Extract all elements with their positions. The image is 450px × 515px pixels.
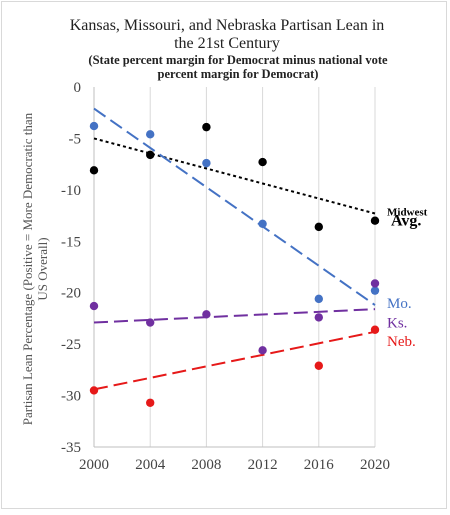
y-tick-label: 0: [74, 80, 82, 96]
y-tick-label: -15: [61, 234, 81, 250]
chart-svg: Kansas, Missouri, and Nebraska Partisan …: [20, 17, 428, 473]
trendline-midwest-avg: [93, 137, 376, 215]
y-axis-title-line-2: US Overall): [35, 237, 50, 300]
point-mo-2016: [314, 294, 323, 304]
y-tick-label: -5: [69, 131, 82, 147]
point-mo-2008: [202, 158, 211, 168]
point-ks-2012: [258, 346, 267, 355]
x-tick-label: 2016: [304, 457, 335, 473]
point-mo-2012: [258, 219, 267, 228]
series-label-mo: Mo.: [387, 296, 412, 312]
point-ks-2004: [146, 318, 155, 327]
point-mo-2000: [89, 121, 99, 131]
y-tick-label: -20: [61, 286, 81, 302]
y-axis-title: Partisan Lean Percentage (Positive = Mor…: [20, 112, 50, 425]
point-ks-2000: [89, 301, 99, 311]
point-neb-2020: [370, 325, 380, 334]
trendline-neb: [93, 330, 376, 391]
point-midwest-avg-2016: [314, 222, 323, 232]
point-layer: [89, 121, 380, 407]
y-axis-title-line-1: Partisan Lean Percentage (Positive = Mor…: [20, 112, 35, 425]
point-ks-2016: [314, 313, 323, 322]
series-label-ks: Ks.: [387, 316, 407, 332]
point-midwest-avg-2004: [146, 150, 155, 160]
trendline-mo: [93, 107, 376, 306]
x-tick-label: 2012: [248, 457, 278, 473]
chart-title-line-1: Kansas, Missouri, and Nebraska Partisan …: [70, 17, 385, 34]
point-mo-2020: [370, 286, 380, 295]
series-label-midwest-avg-line-1: Midwest: [387, 206, 428, 218]
x-tick-label: 2020: [360, 457, 390, 473]
point-midwest-avg-2000: [89, 166, 99, 175]
point-midwest-avg-2020: [370, 216, 380, 225]
chart-subtitle-line-1: (State percent margin for Democrat minus…: [88, 53, 388, 67]
trendline-layer: [93, 107, 376, 391]
axis-layer: [93, 87, 375, 448]
chart-title-line-2: the 21st Century: [174, 35, 280, 52]
x-tick-label: 2000: [79, 457, 109, 473]
y-tick-label: -35: [61, 440, 81, 456]
y-tick-label: -10: [61, 183, 81, 199]
x-tick-label: 2008: [191, 457, 221, 473]
y-tick-label: -25: [61, 337, 81, 353]
series-label-neb: Neb.: [387, 334, 416, 350]
point-mo-2004: [146, 130, 155, 139]
trendline-ks: [93, 308, 376, 324]
point-midwest-avg-2012: [258, 157, 267, 167]
x-tick-label: 2004: [135, 457, 166, 473]
grid-layer: [149, 87, 376, 447]
point-neb-2016: [314, 361, 323, 370]
y-tick-label: -30: [61, 389, 81, 405]
chart-subtitle-line-2: percent margin for Democrat): [158, 67, 319, 81]
series-label-midwest-avg-line-2: Avg.: [391, 213, 421, 230]
point-ks-2008: [202, 310, 211, 319]
point-ks-2020: [370, 279, 380, 288]
chart-frame: Kansas, Missouri, and Nebraska Partisan …: [1, 1, 447, 509]
point-midwest-avg-2008: [202, 122, 211, 132]
point-neb-2004: [146, 398, 155, 407]
point-neb-2000: [89, 386, 99, 395]
